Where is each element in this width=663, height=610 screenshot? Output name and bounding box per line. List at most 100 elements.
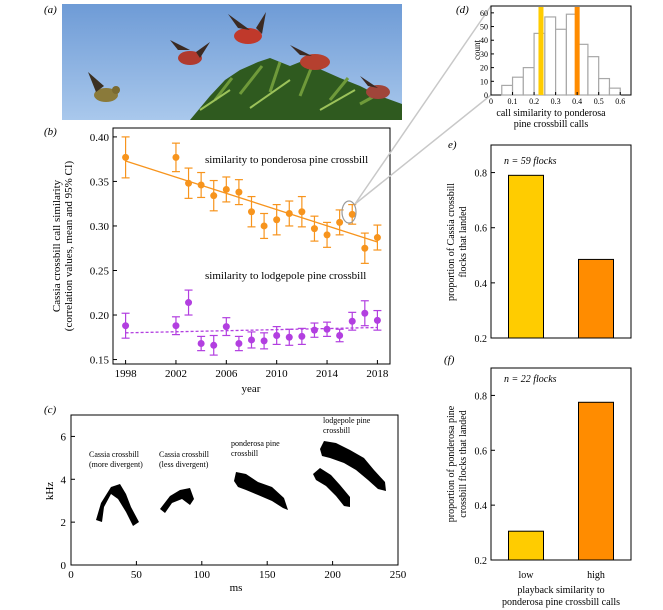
panel-b-point	[172, 153, 180, 161]
panel-b-point	[310, 225, 318, 233]
panel-b-point	[310, 326, 318, 334]
panel-c-xtick-label: 100	[194, 569, 211, 581]
panel-c-ytick-label: 4	[61, 474, 67, 486]
panel-d-bar	[522, 67, 535, 96]
panel-b-point	[273, 332, 281, 340]
panel-f-bar-chart: 0.2 0.4 0.6 0.8 low high n = 22 flocks propo…	[446, 367, 632, 608]
panel-b-point	[122, 153, 130, 161]
panel-b-xtick-label: 2006	[215, 368, 238, 380]
panel-b-point	[336, 332, 344, 340]
panel-b-point	[260, 222, 268, 230]
svg-text:lodgepole pine: lodgepole pine	[323, 416, 371, 425]
panel-d-xtick-label: 0.6	[615, 97, 625, 106]
panel-label-a: (a)	[44, 4, 57, 16]
crossbill-photo	[62, 4, 402, 120]
spectrogram-call-4	[313, 441, 386, 507]
panel-c-ytick-label: 0	[61, 560, 67, 572]
panel-b-point	[210, 341, 218, 349]
svg-text:crossbill: crossbill	[323, 426, 351, 435]
panel-c-ytick-label: 2	[61, 517, 67, 529]
panel-label-e: e)	[448, 139, 457, 151]
panel-b-ytick-label: 0.30	[90, 221, 110, 233]
zoom-connector	[354, 5, 492, 205]
panel-c-xtick-label: 0	[68, 569, 74, 581]
panel-f-ytick-label: 0.8	[475, 391, 488, 402]
panel-b-point	[298, 332, 306, 340]
panel-b-point	[222, 323, 230, 331]
svg-text:ponderosa pine: ponderosa pine	[231, 439, 280, 448]
panel-d-ytick-label: 40	[480, 36, 488, 45]
panel-f-xtick-label: low	[519, 570, 535, 581]
panel-d-xtick-label: 0.5	[594, 97, 604, 106]
panel-d-xlabel2: pine crossbill calls	[514, 119, 589, 130]
panel-e-frame	[490, 144, 632, 339]
panel-b-point	[197, 340, 205, 348]
panel-b-xtick-label: 2018	[366, 368, 389, 380]
panel-d-ytick-label: 10	[480, 77, 488, 86]
panel-b-ylabel: Cassia crossbill call similarity	[51, 179, 63, 312]
panel-c-xtick-label: 150	[259, 569, 276, 581]
panel-c-frame	[70, 414, 399, 566]
spectrogram-call-3	[234, 472, 288, 510]
panel-b-point	[348, 317, 356, 325]
panel-b-ytick-label: 0.35	[90, 176, 110, 188]
panel-b-point	[260, 337, 268, 345]
panel-b-xtick-label: 2010	[266, 368, 289, 380]
panel-d-xtick-label: 0.2	[529, 97, 539, 106]
panel-e-ytick-label: 0.6	[475, 224, 488, 235]
panel-b-xtick-label: 2014	[316, 368, 339, 380]
panel-b-point	[323, 231, 331, 239]
panel-b-ytick-label: 0.40	[90, 132, 110, 144]
svg-text:(more divergent): (more divergent)	[89, 460, 143, 469]
bird-4	[290, 45, 330, 70]
panel-d-bar	[511, 76, 524, 96]
panel-c-xtick-label: 50	[131, 569, 143, 581]
panel-b-chart: 0.15 0.20 0.25 0.30 0.35 0.40 1998 2002 2006 201…	[51, 127, 391, 395]
panel-f-frame	[490, 367, 632, 561]
panel-e-bar-low	[508, 174, 544, 339]
panel-d-ylabel: count	[472, 40, 482, 60]
highlight-ellipse	[341, 200, 357, 224]
bird-2	[170, 40, 210, 65]
panel-e-ylabel2: flocks that landed	[458, 206, 469, 277]
panel-f-xlabel2: ponderosa pine crossbill calls	[502, 597, 620, 608]
panel-d-bar	[544, 16, 557, 96]
panel-b-point	[273, 216, 281, 224]
panel-b-point	[336, 218, 344, 226]
panel-d-xtick-label: 0	[489, 97, 493, 106]
call-label-lodgepole: lodgepole pine crossbill	[323, 416, 371, 435]
panel-b-point	[248, 208, 255, 216]
panel-d-ytick-label: 30	[480, 50, 488, 59]
panel-e-bar-high	[578, 258, 614, 339]
panel-d-marker-2	[574, 7, 580, 95]
panel-d-xtick-label: 0.4	[572, 97, 582, 106]
panel-d-xtick-label: 0.1	[508, 97, 518, 106]
panel-b-point	[197, 181, 205, 189]
panel-b-ytick-label: 0.20	[90, 310, 110, 322]
svg-text:Cassia crossbill: Cassia crossbill	[159, 450, 210, 459]
panel-b-point	[361, 244, 369, 252]
panel-f-bar-low	[508, 530, 544, 561]
panel-e-ytick-label: 0.2	[475, 334, 488, 345]
bird-5	[360, 76, 390, 99]
panel-b-point	[361, 309, 369, 317]
panel-b-point	[348, 210, 356, 218]
panel-d-xtick-label: 0.3	[551, 97, 561, 106]
panel-d-ytick-label: 60	[480, 9, 488, 18]
panel-b-point	[122, 322, 130, 330]
panel-c-ytick-label: 6	[61, 431, 67, 443]
panel-f-annotation: n = 22 flocks	[504, 374, 557, 385]
spectrogram-call-2	[160, 488, 194, 513]
panel-b-point	[323, 325, 331, 333]
panel-b-point	[373, 234, 381, 242]
panel-b-ytick-label: 0.25	[90, 265, 110, 277]
panel-c-spectrogram: 0 2 4 6 0 50 100 150 200 250 ms kHz Cassia cross…	[44, 414, 407, 594]
panel-b-point	[172, 322, 180, 330]
panel-f-ytick-label: 0.6	[475, 446, 488, 457]
panel-b-point	[235, 340, 243, 348]
panel-d-ytick-label: 20	[480, 64, 488, 73]
svg-text:crossbill: crossbill	[231, 449, 259, 458]
panel-d-marker-1	[538, 7, 544, 95]
